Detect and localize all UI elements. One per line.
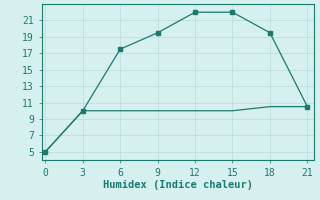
X-axis label: Humidex (Indice chaleur): Humidex (Indice chaleur) — [103, 180, 252, 190]
